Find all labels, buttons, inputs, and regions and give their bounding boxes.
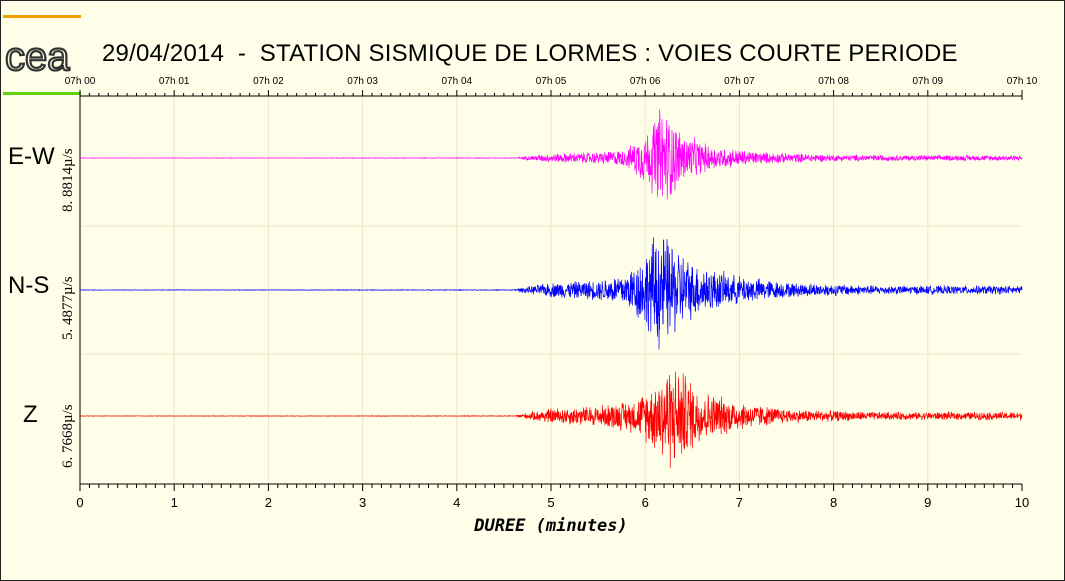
channel-label-ns: N-S — [8, 272, 50, 299]
top-time-tick-label: 07h 06 — [630, 76, 661, 87]
trace-ns — [79, 237, 1023, 350]
x-tick-label: 3 — [359, 495, 366, 510]
top-time-tick-label: 07h 01 — [159, 76, 190, 87]
cea-logo: cea — [3, 15, 81, 95]
x-tick-label: 4 — [453, 495, 460, 510]
x-tick-label: 10 — [1015, 495, 1029, 510]
logo-green-bar — [3, 92, 81, 95]
top-time-tick-label: 07h 05 — [536, 76, 567, 87]
chart-title: 29/04/2014 - STATION SISMIQUE DE LORMES … — [102, 40, 958, 67]
top-time-tick-label: 07h 08 — [818, 76, 849, 87]
top-time-tick-label: 07h 07 — [724, 76, 755, 87]
x-tick-label: 0 — [76, 495, 83, 510]
x-tick-label: 9 — [924, 495, 931, 510]
x-tick-label: 1 — [171, 495, 178, 510]
channel-label-z: Z — [23, 401, 38, 428]
top-time-tick-label: 07h 04 — [442, 76, 473, 87]
x-tick-label: 7 — [736, 495, 743, 510]
channel-label-ew: E-W — [8, 143, 55, 170]
x-tick-label: 2 — [265, 495, 272, 510]
x-tick-label: 8 — [830, 495, 837, 510]
x-tick-label: 5 — [547, 495, 554, 510]
logo-orange-bar — [3, 15, 81, 18]
top-time-tick-label: 07h 03 — [347, 76, 378, 87]
top-time-tick-label: 07h 02 — [253, 76, 284, 87]
logo-lettering: cea — [5, 35, 70, 79]
top-time-tick-label: 07h 09 — [913, 76, 944, 87]
trace-ew — [79, 109, 1023, 200]
x-tick-label: 6 — [642, 495, 649, 510]
x-axis-label: DUREE (minutes) — [473, 516, 628, 536]
trace-z — [79, 371, 1023, 469]
top-time-tick-label: 07h 10 — [1007, 76, 1038, 87]
top-time-tick-label: 07h 00 — [65, 76, 96, 87]
